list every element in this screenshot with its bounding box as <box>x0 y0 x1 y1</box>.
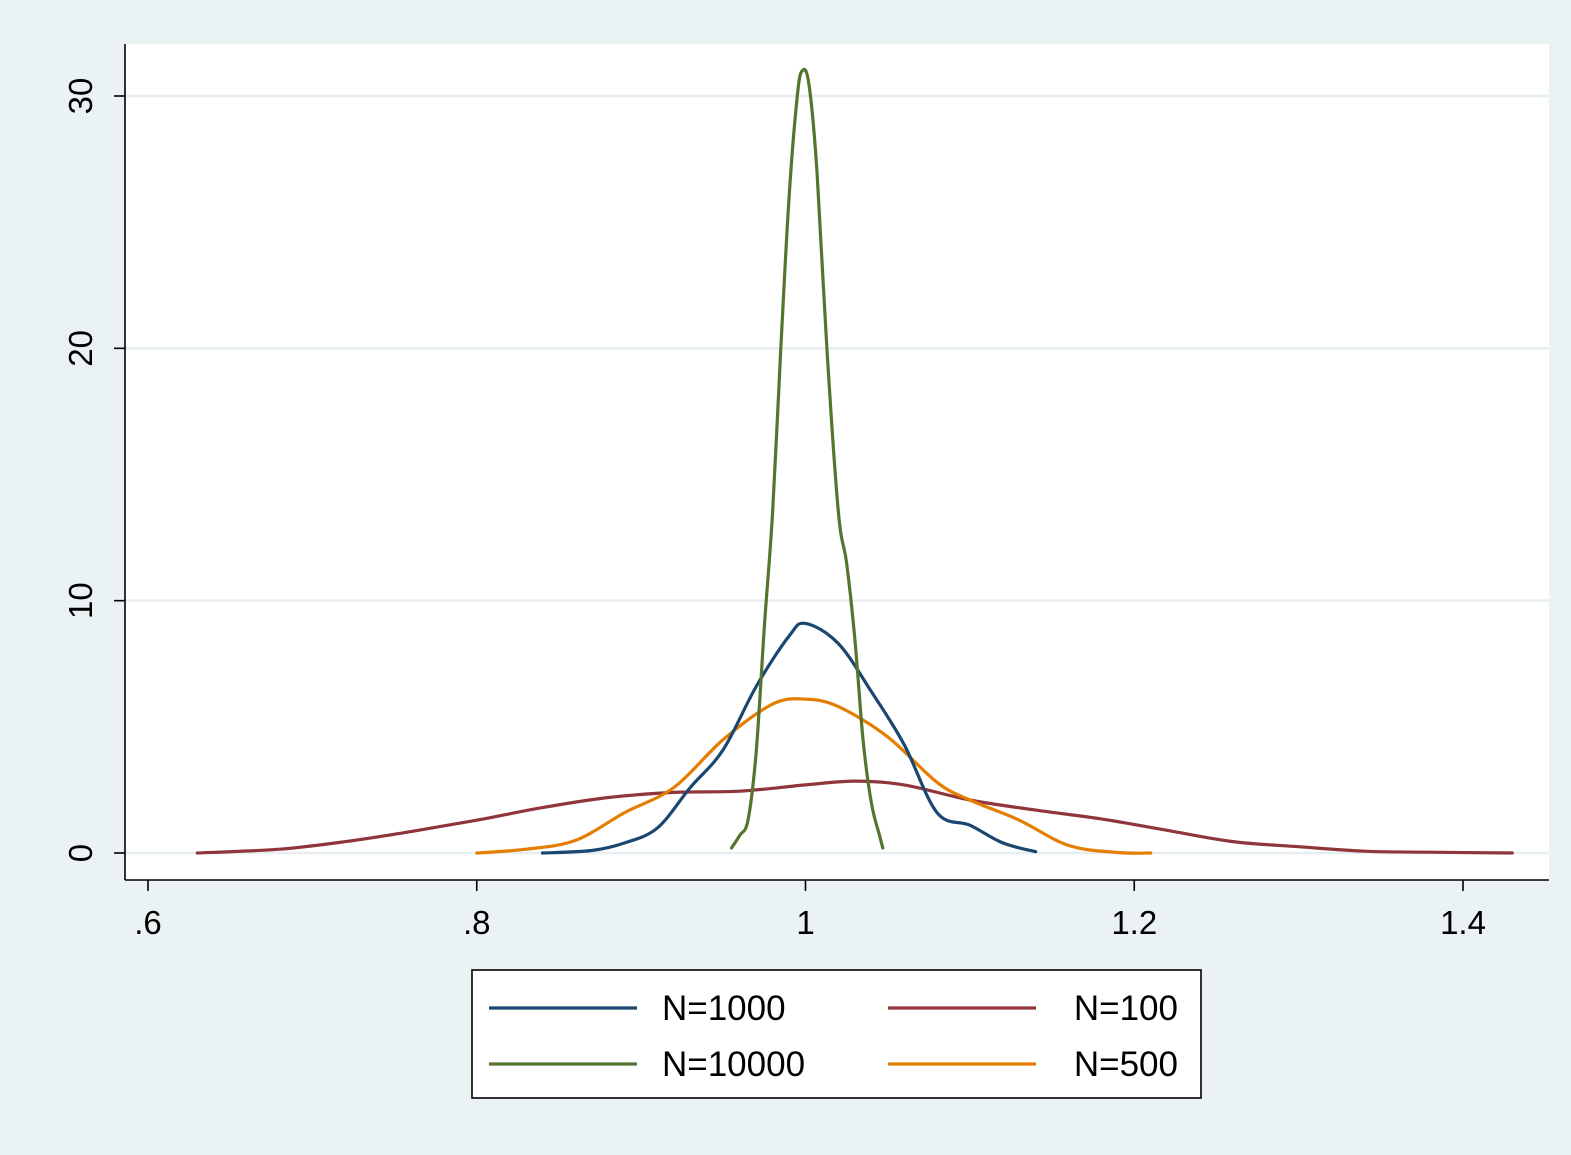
legend-label: N=500 <box>1074 1045 1178 1084</box>
x-tick-label: 1 <box>796 904 814 941</box>
x-tick-label: 1.4 <box>1440 904 1486 941</box>
legend-box <box>471 969 1202 1099</box>
y-tick-label: 0 <box>62 844 99 862</box>
x-tick-label: .8 <box>463 904 491 941</box>
legend-label: N=1000 <box>662 989 786 1028</box>
series-line-n-10000 <box>729 67 885 850</box>
y-tick-label: 10 <box>62 582 99 619</box>
legend: N=1000 N=100 N=10000 N=500 <box>471 969 1202 1099</box>
series-line-n-1000 <box>540 621 1038 855</box>
series-lines <box>195 67 1514 855</box>
y-tick-label: 20 <box>62 330 99 367</box>
x-tick-label: .6 <box>134 904 162 941</box>
legend-label: N=100 <box>1074 989 1178 1028</box>
series-line-n-500 <box>475 697 1153 855</box>
series-line-n-100 <box>195 779 1514 855</box>
x-tick-label: 1.2 <box>1111 904 1157 941</box>
axes: 0 10 20 30 .6 .8 1 1.2 1.4 <box>62 44 1549 941</box>
y-tick-label: 30 <box>62 78 99 115</box>
grid-lines <box>125 94 1549 855</box>
legend-label: N=10000 <box>662 1045 805 1084</box>
plot-background <box>125 44 1549 880</box>
